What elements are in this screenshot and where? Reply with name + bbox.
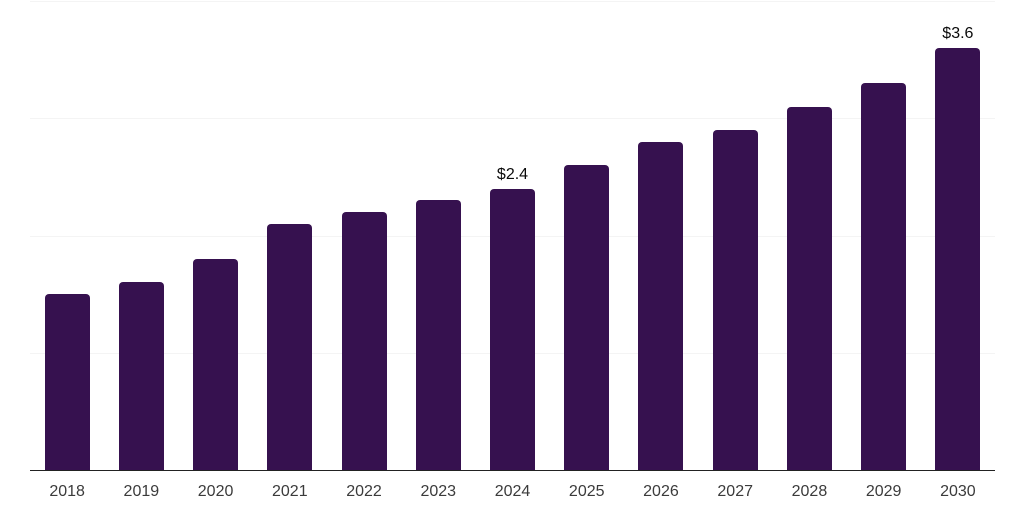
- x-tick-label-2024: 2024: [494, 483, 531, 500]
- bar-2029: [861, 83, 907, 470]
- gridline: [30, 1, 995, 2]
- bar-value-label-2024: $2.4: [496, 165, 529, 183]
- x-tick-label-2029: 2029: [865, 483, 902, 500]
- x-tick-label-2020: 2020: [197, 483, 234, 500]
- bar-2023: [415, 200, 461, 470]
- x-tick-label-2030: 2030: [940, 483, 976, 500]
- x-tick-label-2023: 2023: [420, 483, 457, 500]
- x-tick-label-2021: 2021: [272, 483, 308, 500]
- bar-value-label-2030: $3.6: [942, 24, 974, 42]
- bar-2024: [490, 188, 535, 470]
- bar-2018: [44, 294, 90, 470]
- x-tick-label-2028: 2028: [791, 483, 828, 500]
- x-tick-label-2018: 2018: [49, 483, 85, 500]
- x-tick-label-2025: 2025: [568, 483, 605, 500]
- x-tick-label-2022: 2022: [346, 483, 382, 500]
- x-tick-label-2019: 2019: [123, 483, 160, 500]
- bar-2021: [267, 223, 313, 470]
- bar-2027: [712, 129, 758, 470]
- bar-2019: [118, 282, 164, 470]
- bar-2030: [935, 47, 981, 470]
- x-tick-label-2026: 2026: [643, 483, 679, 500]
- bar-2028: [786, 106, 832, 470]
- chart-plot-area: $2.4 $3.6: [30, 1, 995, 471]
- bar-2025: [564, 165, 610, 470]
- x-tick-label-2027: 2027: [717, 483, 753, 500]
- bar-2022: [341, 212, 387, 470]
- gridline: [30, 118, 995, 120]
- bar-2020: [193, 258, 239, 470]
- bar-2026: [638, 141, 684, 470]
